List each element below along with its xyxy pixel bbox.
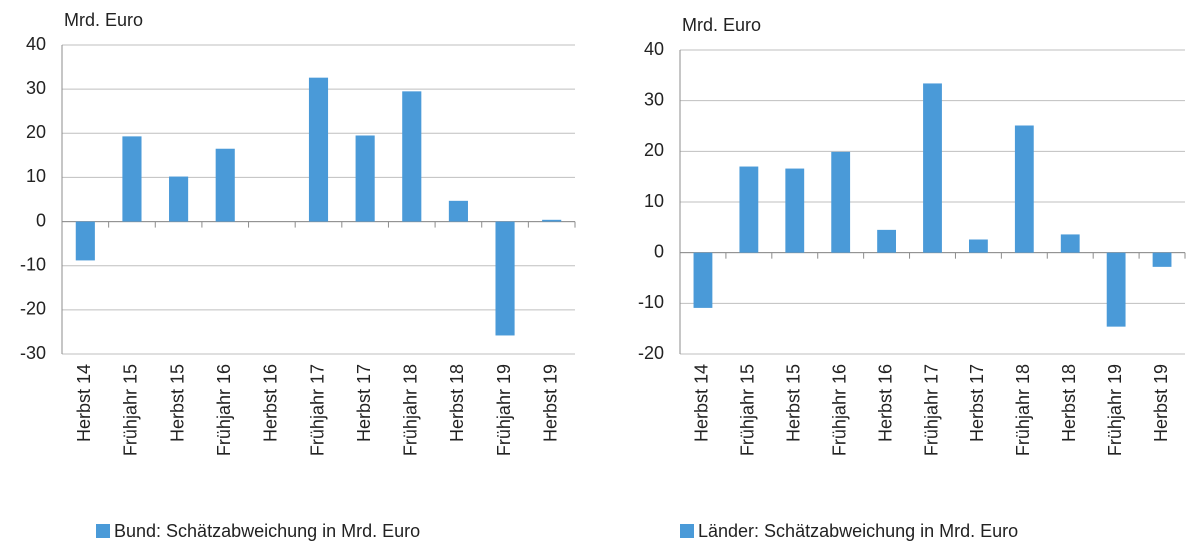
y-tick-label: 10 [26,166,46,186]
chart: Mrd. Euro -30 -20 -10 0 10 20 30 40 Bund: Schätza… [20,10,576,541]
legend-swatch [96,524,110,538]
x-tick-label: Frühjahr 19 [494,364,514,456]
y-tick-label: -10 [638,292,664,312]
x-tick-label: Frühjahr 18 [401,364,421,456]
y-tick-label: 10 [644,191,664,211]
y-tick-label: -20 [20,299,46,319]
y-tick-label: 40 [26,34,46,54]
x-tick-label: Frühjahr 19 [1105,364,1125,456]
x-tick-label: Frühjahr 15 [738,364,758,456]
x-tick-label: Frühjahr 15 [121,364,141,456]
bar [1152,252,1172,267]
x-tick-label: Herbst 16 [875,364,895,442]
bar [923,83,942,253]
y-tick-label: -30 [20,343,46,363]
bar [169,176,189,222]
bar [1060,234,1080,253]
bar [739,166,759,253]
x-tick-label: Herbst 15 [784,364,804,442]
x-tick-label: Herbst 17 [967,364,987,442]
bar [355,135,375,222]
x-tick-label: Herbst 18 [447,364,467,442]
y-tick-label: 20 [26,122,46,142]
x-tick-label: Herbst 15 [167,364,187,442]
y-tick-label: 20 [644,140,664,160]
x-tick-label: Herbst 19 [1151,364,1171,442]
bar [542,219,562,222]
y-tick-label: 0 [654,241,664,261]
x-tick-label: Frühjahr 17 [307,364,327,456]
bar [1106,252,1126,327]
bar [495,221,515,336]
bar [877,229,897,253]
bar [215,148,235,222]
y-axis-title: Mrd. Euro [682,15,761,35]
x-tick-label: Herbst 18 [1059,364,1079,442]
legend-label: Länder: Schätzabweichung in Mrd. Euro [698,521,1018,541]
x-tick-label: Herbst 14 [74,364,94,442]
x-tick-label: Herbst 14 [692,364,712,442]
y-tick-label: 30 [644,89,664,109]
y-tick-label: -10 [20,254,46,274]
y-tick-label: -20 [638,343,664,363]
x-tick-label: Herbst 17 [354,364,374,442]
bar [122,136,142,222]
chart: Mrd. Euro -20 -10 0 10 20 30 40 Länder: Schätzab… [638,15,1186,541]
y-tick-label: 0 [36,210,46,230]
x-tick-label: Herbst 16 [261,364,281,442]
bar [448,200,468,222]
x-tick-label: Frühjahr 17 [921,364,941,456]
bar [402,91,422,222]
bar [968,239,988,253]
bar [831,151,851,253]
bar [75,221,95,261]
legend-label: Bund: Schätzabweichung in Mrd. Euro [114,521,420,541]
x-tick-label: Frühjahr 18 [1013,364,1033,456]
x-tick-label: Frühjahr 16 [829,364,849,456]
bar [308,77,329,222]
bar [785,168,805,253]
x-tick-label: Frühjahr 16 [214,364,234,456]
y-axis-title: Mrd. Euro [64,10,143,30]
x-tick-label: Herbst 19 [540,364,560,442]
y-tick-label: 40 [644,39,664,59]
bar [693,252,713,308]
y-tick-label: 30 [26,78,46,98]
legend-swatch [680,524,694,538]
bar [1014,125,1034,253]
